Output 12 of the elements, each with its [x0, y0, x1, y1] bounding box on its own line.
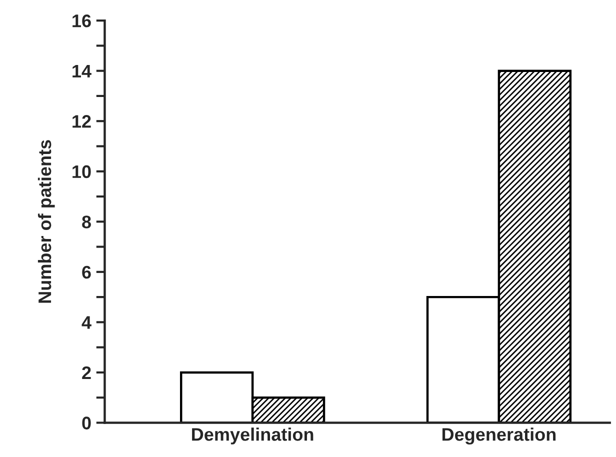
- x-tick-label: Degeneration: [442, 428, 556, 444]
- y-tick-label: 10: [72, 165, 91, 178]
- y-tick-label: 6: [82, 266, 91, 279]
- y-tick-label: 8: [82, 216, 91, 228]
- y-tick-label: 14: [72, 64, 92, 78]
- y-tick-label: 0: [82, 416, 91, 430]
- x-tick-label: Demyelination: [192, 428, 314, 444]
- y-tick-label: 4: [82, 316, 92, 329]
- y-tick-label: 16: [72, 14, 91, 28]
- y-axis-title: Number of patients: [38, 140, 55, 303]
- y-tick-label: 12: [72, 115, 91, 128]
- y-tick-label: 2: [82, 366, 91, 379]
